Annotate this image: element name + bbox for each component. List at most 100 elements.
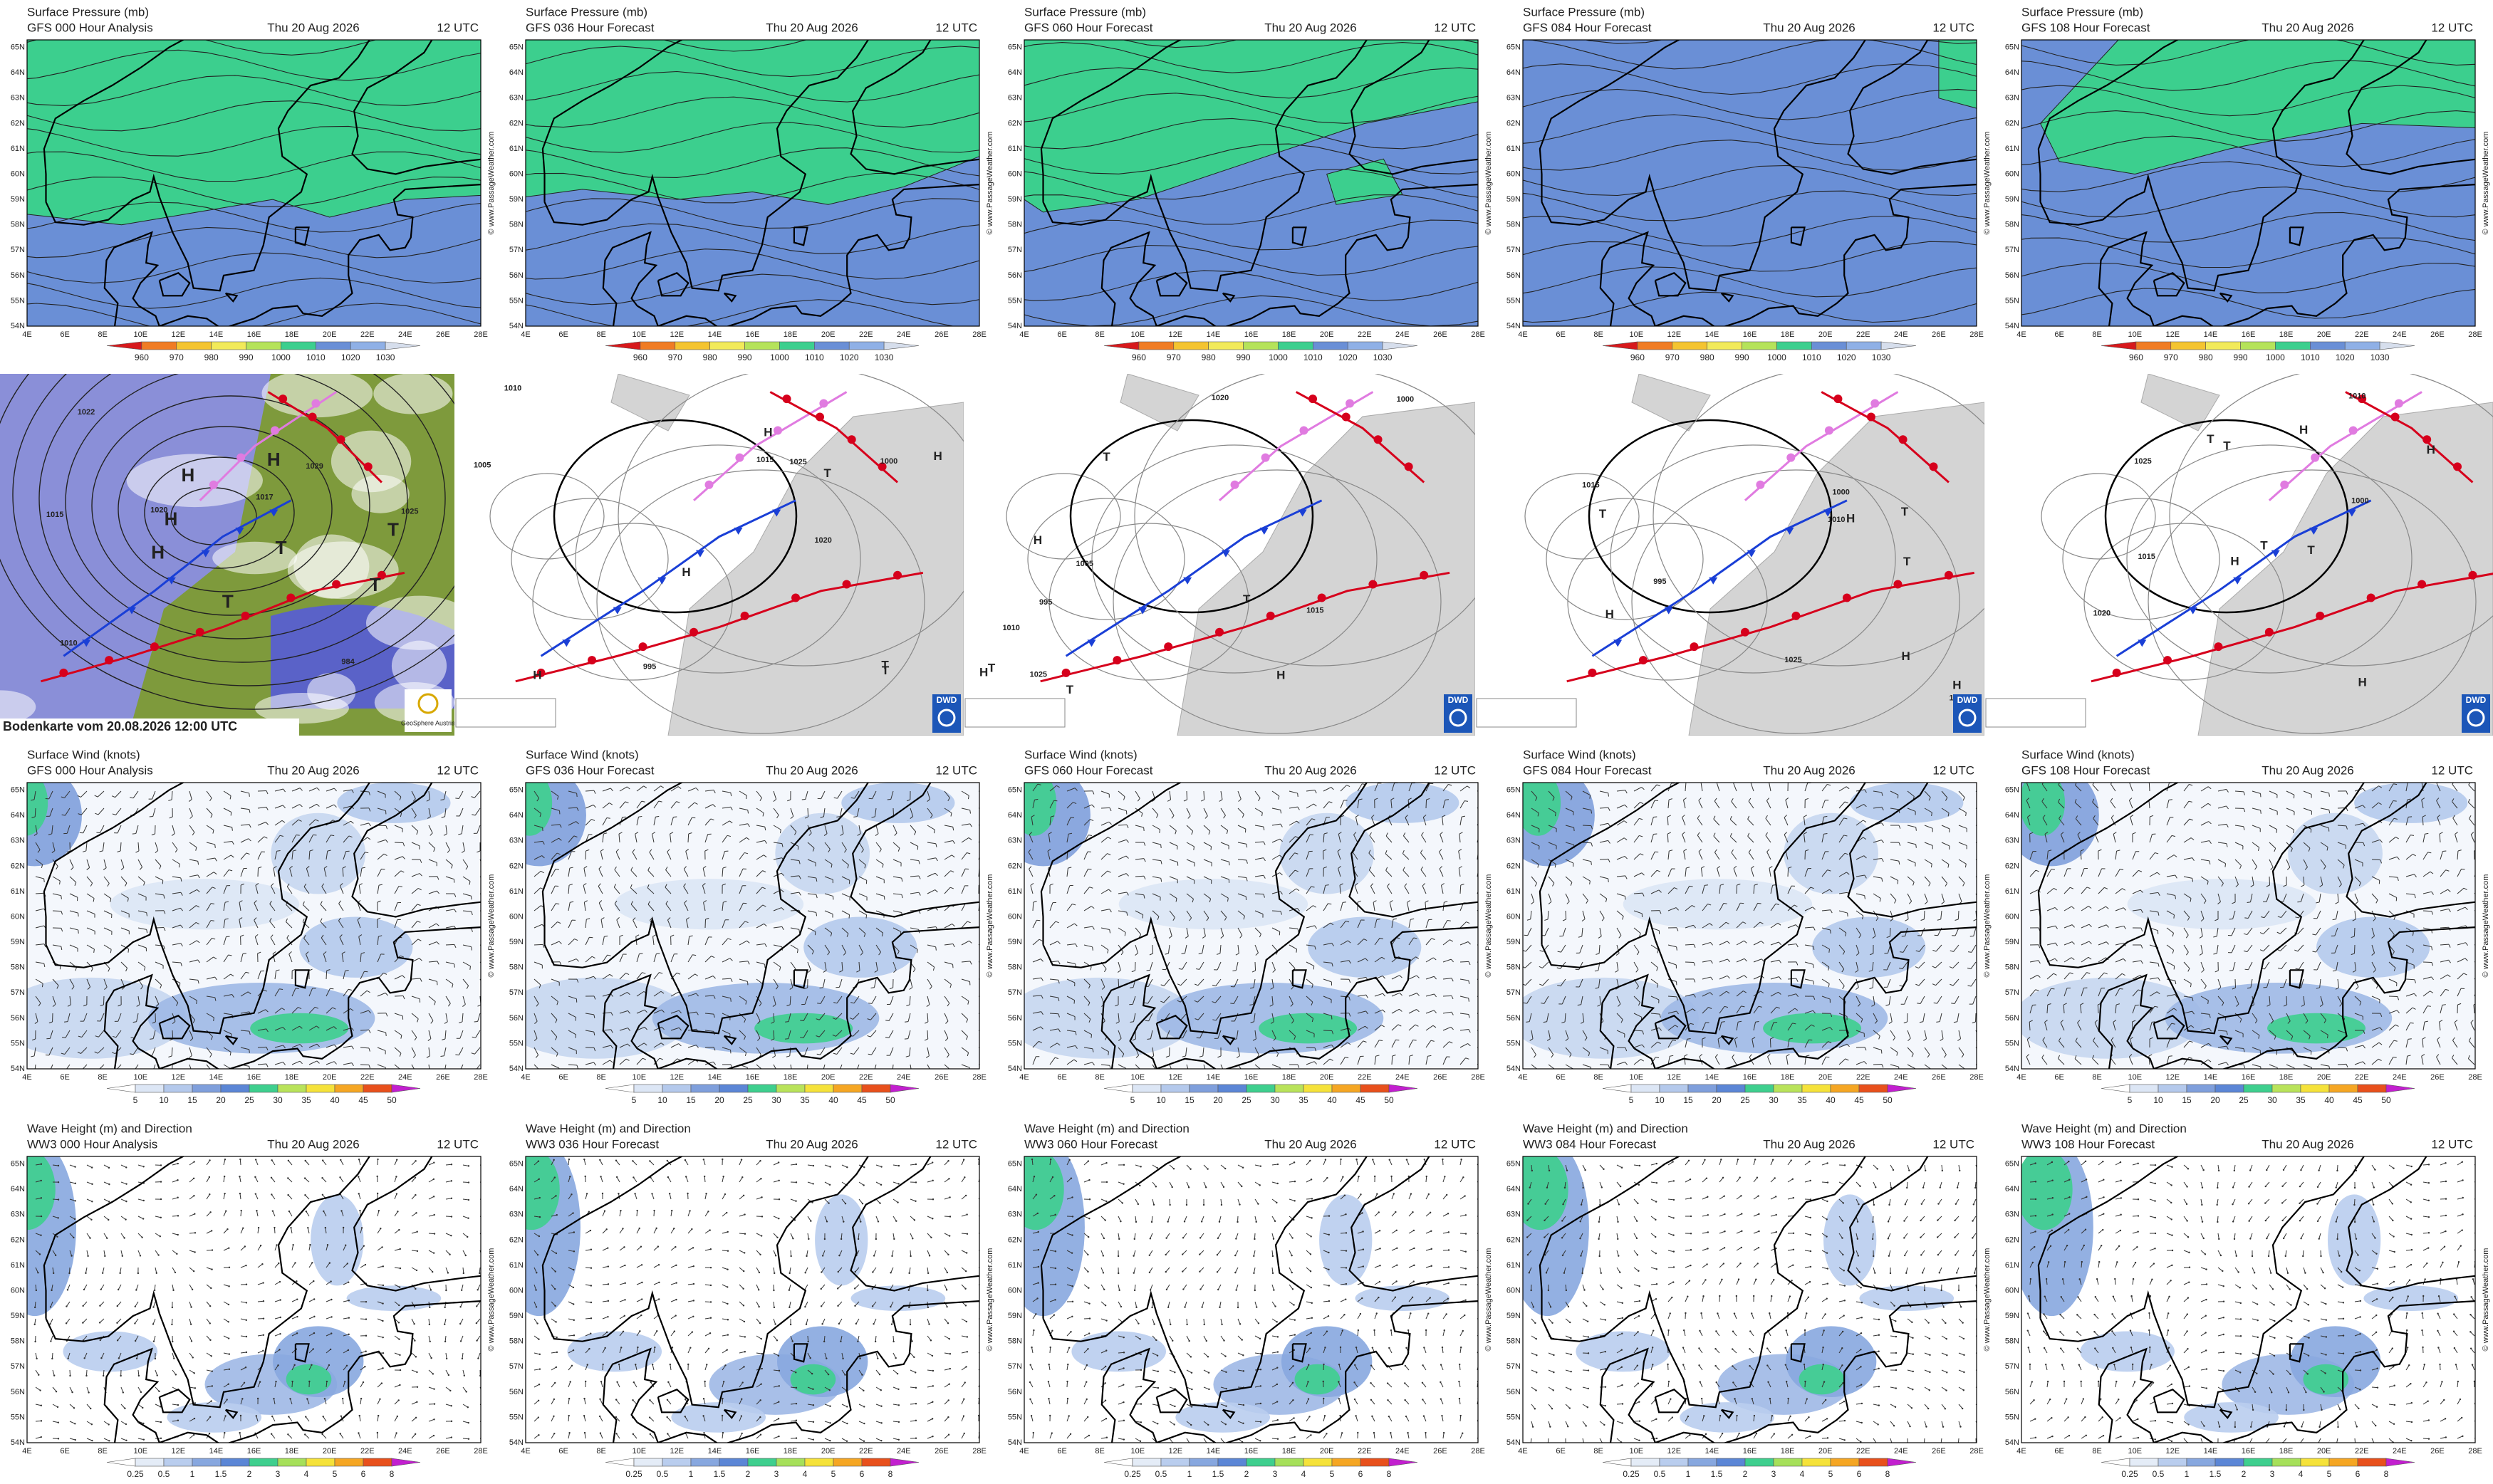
field-region — [1850, 783, 1964, 823]
wind-barb-flag — [2075, 815, 2078, 820]
wind-barb-flag — [1246, 844, 1248, 848]
wind-barb — [428, 923, 437, 929]
wind-barb-flag — [1126, 839, 1129, 843]
wind-barb — [670, 1010, 680, 1014]
wind-barb — [2320, 808, 2329, 810]
wind-barb-flag — [1132, 1038, 1136, 1041]
wind-barb — [2269, 808, 2278, 812]
wind-barb-flag — [967, 795, 969, 800]
wind-barb — [269, 921, 276, 929]
wind-barb — [568, 868, 571, 877]
wind-barb-flag — [2363, 822, 2366, 827]
wind-barb — [1838, 852, 1846, 860]
front — [2268, 391, 2422, 501]
wind-barb-flag — [1208, 830, 1211, 835]
wind-barb-flag — [665, 867, 668, 870]
wind-barb — [2074, 802, 2082, 809]
wind-barb-flag — [1131, 970, 1135, 973]
wind-barb — [34, 808, 36, 817]
front-symbol — [1898, 435, 1908, 444]
wind-barb — [274, 1008, 282, 1014]
wind-barb-flag — [746, 837, 750, 840]
wind-barb — [82, 1064, 88, 1069]
wind-barb — [1970, 978, 1977, 987]
wind-barb-flag — [1047, 849, 1051, 852]
wind-barb-flag — [210, 814, 213, 818]
wind-barb-flag — [2027, 815, 2031, 817]
wind-barb-flag — [197, 874, 200, 879]
wind-barb — [1856, 978, 1859, 988]
isobar — [553, 419, 798, 614]
isobar — [1610, 444, 1896, 674]
wind-barb-flag — [627, 1043, 630, 1047]
lon-label: 18E — [1282, 330, 1296, 339]
isobar — [2104, 419, 2349, 614]
wind-barb-flag — [1805, 849, 1809, 852]
wind-barb — [2371, 876, 2380, 881]
wind-barb — [632, 852, 637, 860]
wind-barb-flag — [1912, 882, 1915, 886]
wind-barb — [1271, 978, 1274, 988]
wind-barb — [343, 971, 346, 980]
wind-barb-flag — [1675, 1025, 1679, 1028]
wind-barb — [116, 1064, 122, 1069]
wind-barb — [1907, 790, 1915, 797]
wind-barb-flag — [1450, 939, 1454, 942]
wind-barb — [172, 907, 181, 911]
wind-barb-flag — [477, 850, 481, 853]
wind-barb-flag — [333, 804, 337, 808]
front-symbol — [1791, 611, 1801, 620]
wind-barb — [1323, 1030, 1333, 1032]
pressure-label: H — [1605, 607, 1614, 621]
wind-barb-flag — [2058, 783, 2061, 785]
wind-barb-flag — [400, 870, 405, 873]
legend-swatch — [281, 341, 316, 350]
wind-barb — [1564, 1013, 1566, 1023]
wind-barb-flag — [357, 917, 361, 921]
wind-barb — [1565, 808, 1574, 812]
lat-label: 58N — [1008, 221, 1022, 229]
wind-barb — [1753, 1022, 1756, 1031]
wind-barb — [585, 1013, 594, 1015]
wind-barb — [2252, 876, 2254, 885]
wind-barb — [1821, 851, 1826, 860]
wind-barb — [257, 806, 266, 809]
wind-barb-flag — [1920, 919, 1925, 921]
wind-barb — [756, 961, 765, 965]
wind-barb-flag — [420, 859, 422, 863]
wind-barb — [103, 996, 105, 1005]
field-region — [1523, 783, 1561, 836]
wind-barb — [2252, 790, 2261, 794]
map-area — [1523, 40, 1977, 326]
field-region — [27, 783, 48, 836]
lat-label: 65N — [2005, 43, 2019, 52]
front-symbol — [105, 656, 114, 665]
wind-barb-flag — [613, 884, 617, 888]
wind-barb-flag — [1761, 941, 1764, 944]
front-symbol — [241, 611, 250, 620]
wind-barb — [1907, 859, 1916, 864]
land — [1631, 374, 1711, 432]
wind-barb-flag — [1759, 921, 1764, 924]
coastline — [2133, 184, 2475, 326]
legend-swatch — [1208, 341, 1244, 350]
wind-barb-flag — [831, 864, 833, 868]
wind-barb-flag — [1962, 882, 1965, 887]
wind-barb-flag — [1143, 827, 1145, 832]
wind-barb — [274, 835, 281, 843]
wind-barb-flag — [1741, 1005, 1745, 1008]
legend-box — [1476, 698, 1577, 728]
wind-barb — [534, 924, 543, 929]
wind-barb — [961, 885, 965, 894]
wind-barb — [1030, 885, 1034, 894]
wind-barb — [189, 842, 197, 848]
wind-barb-flag — [779, 966, 781, 971]
wind-barb-flag — [678, 1010, 682, 1014]
wind-barb-flag — [276, 969, 280, 971]
coastline — [1222, 1035, 1236, 1045]
wind-barb — [52, 893, 61, 897]
wind-barb — [1821, 1041, 1828, 1048]
wind-barb-flag — [451, 864, 453, 869]
map-panel: Surface Pressure (mb)GFS 036 Hour Foreca… — [509, 5, 994, 362]
wind-barb-flag — [746, 795, 747, 800]
